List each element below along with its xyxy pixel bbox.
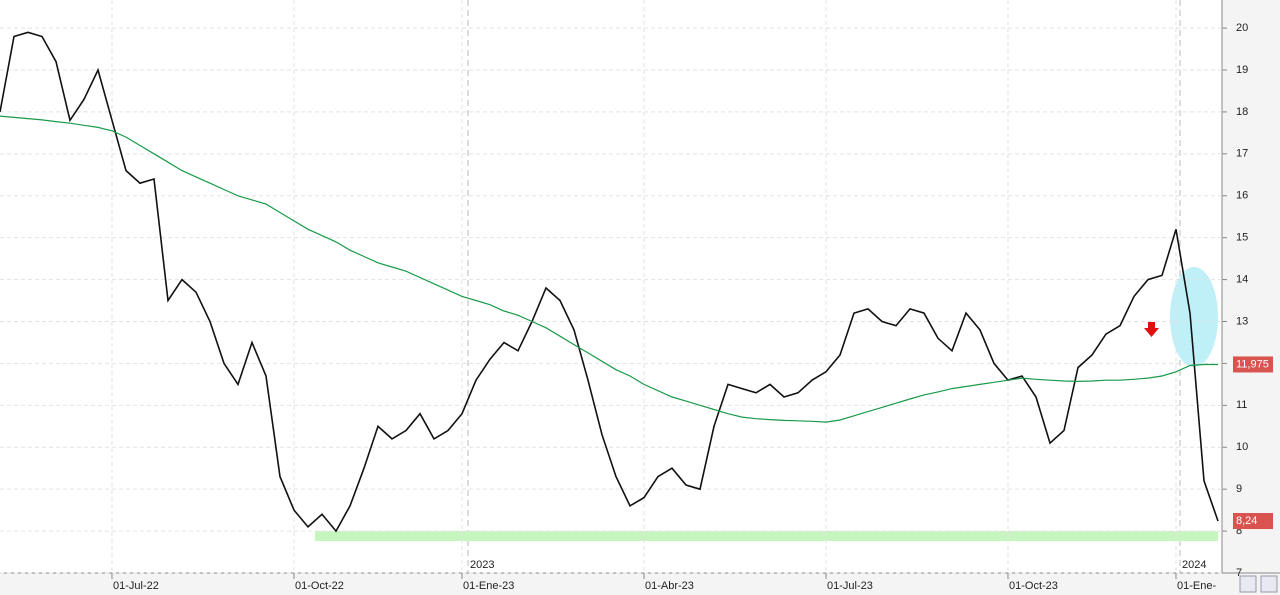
price-tag bbox=[1233, 356, 1273, 373]
y-tick-label: 7 bbox=[1236, 567, 1242, 579]
x-tick-label: 01-Ene-23 bbox=[463, 580, 514, 592]
price-tag-label: 11,975 bbox=[1236, 358, 1269, 370]
year-label: 2023 bbox=[470, 559, 494, 571]
series-line bbox=[0, 115, 1218, 423]
series-line bbox=[0, 31, 1219, 533]
y-tick-label: 15 bbox=[1236, 232, 1248, 244]
y-tick-label: 9 bbox=[1236, 483, 1242, 495]
year-label: 2024 bbox=[1182, 559, 1206, 571]
y-tick-label: 17 bbox=[1236, 148, 1248, 160]
x-axis-strip bbox=[0, 573, 1280, 595]
x-tick-label: 01-Oct-22 bbox=[295, 580, 344, 592]
price-tag-label: 8,24 bbox=[1236, 515, 1257, 527]
y-tick-label: 10 bbox=[1236, 441, 1248, 453]
price-tag bbox=[1233, 513, 1273, 530]
down-arrow bbox=[1144, 322, 1159, 337]
y-tick-label: 16 bbox=[1236, 190, 1248, 202]
x-tick-label: 01-Ene- bbox=[1177, 580, 1216, 592]
y-tick-label: 20 bbox=[1236, 22, 1248, 34]
y-tick-label: 19 bbox=[1236, 64, 1248, 76]
plot-area bbox=[0, 0, 1222, 573]
y-tick-label: 8 bbox=[1236, 525, 1242, 537]
x-tick-label: 01-Jul-23 bbox=[827, 580, 873, 592]
x-tick-label: 01-Abr-23 bbox=[645, 580, 694, 592]
y-tick-label: 13 bbox=[1236, 315, 1248, 327]
y-tick-label: 11 bbox=[1236, 399, 1247, 411]
highlight-ellipse bbox=[1170, 267, 1218, 367]
save-button[interactable] bbox=[1260, 575, 1278, 593]
x-tick-label: 01-Oct-23 bbox=[1009, 580, 1058, 592]
x-tick-label: 01-Jul-22 bbox=[113, 580, 159, 592]
y-tick-label: 18 bbox=[1236, 106, 1248, 118]
y-tick-label: 14 bbox=[1236, 273, 1248, 285]
support-band bbox=[315, 531, 1218, 541]
y-axis-strip bbox=[1222, 0, 1280, 595]
scroll-button[interactable] bbox=[1239, 575, 1257, 593]
